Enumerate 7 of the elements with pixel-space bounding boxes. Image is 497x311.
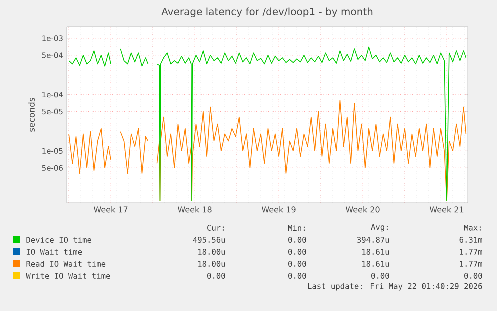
y-axis-title: seconds — [28, 98, 35, 132]
chart-title: Average latency for /dev/loop1 - by month — [162, 8, 373, 18]
x-tick-label: Week 18 — [178, 206, 212, 213]
x-tick-label: Week 20 — [346, 206, 380, 213]
x-tick-label: Week 19 — [262, 206, 296, 213]
x-tick-label: Week 17 — [94, 206, 128, 213]
x-tick-label: Week 21 — [430, 206, 464, 213]
